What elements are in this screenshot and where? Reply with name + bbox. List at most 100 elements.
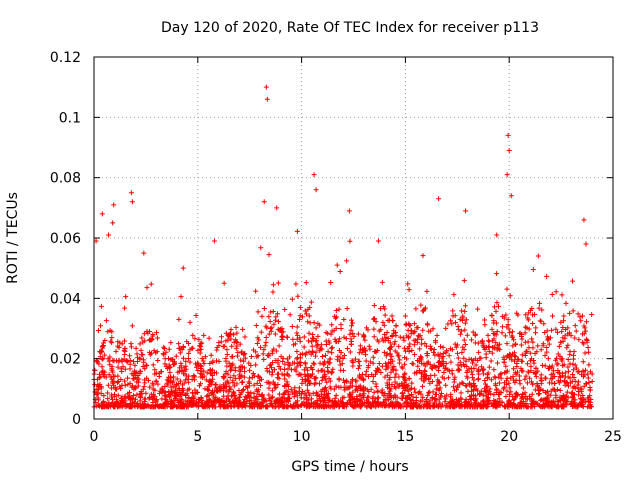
data-point [361, 377, 367, 383]
data-point [161, 344, 167, 350]
data-point [424, 288, 430, 294]
data-point [549, 327, 555, 333]
data-point [234, 339, 240, 345]
data-point [558, 378, 564, 384]
data-point [183, 392, 189, 398]
data-point [565, 325, 571, 331]
data-point [224, 403, 230, 409]
data-point [321, 362, 327, 368]
data-point [205, 393, 211, 399]
data-point [325, 395, 331, 401]
data-point [543, 396, 549, 402]
data-point [571, 349, 577, 355]
data-point [233, 396, 239, 402]
data-point [333, 392, 339, 398]
data-point [293, 399, 299, 405]
data-point [529, 336, 535, 342]
data-point [130, 376, 136, 382]
data-point [486, 364, 492, 370]
data-point [506, 397, 512, 403]
data-point [404, 394, 410, 400]
data-point [348, 341, 354, 347]
data-point [373, 404, 379, 410]
data-point [204, 393, 210, 399]
data-point [220, 382, 226, 388]
data-point [230, 361, 236, 367]
data-point [410, 394, 416, 400]
data-point [225, 380, 231, 386]
data-point [286, 392, 292, 398]
data-point [95, 402, 101, 408]
data-point [558, 339, 564, 345]
data-point [304, 387, 310, 393]
data-point [390, 402, 396, 408]
data-point [261, 395, 267, 401]
data-point [282, 307, 288, 313]
data-point [154, 330, 160, 336]
data-point [587, 385, 593, 391]
data-point [231, 390, 237, 396]
data-point [328, 345, 334, 351]
data-point [522, 330, 528, 336]
data-point [367, 346, 373, 352]
data-point [297, 317, 303, 323]
data-point [499, 324, 505, 330]
data-point [463, 358, 469, 364]
data-point [431, 402, 437, 408]
data-point [427, 380, 433, 386]
data-point [115, 339, 121, 345]
data-point [405, 281, 411, 287]
data-point [488, 358, 494, 364]
data-point [443, 361, 449, 367]
data-point [141, 331, 147, 337]
data-point [295, 293, 301, 299]
data-point [548, 388, 554, 394]
data-point [406, 349, 412, 355]
data-point [143, 362, 149, 368]
data-point [173, 353, 179, 359]
data-point [537, 318, 543, 324]
data-point [238, 357, 244, 363]
data-point [440, 344, 446, 350]
data-point [412, 328, 418, 334]
data-point [299, 391, 305, 397]
data-point [514, 310, 520, 316]
data-point [473, 362, 479, 368]
data-point [443, 325, 449, 331]
data-point [338, 322, 344, 328]
data-point [589, 378, 595, 384]
data-point [408, 391, 414, 397]
data-point [476, 392, 482, 398]
data-point [475, 340, 481, 346]
data-point [480, 392, 486, 398]
data-point [168, 391, 174, 397]
data-point [444, 392, 450, 398]
data-point [384, 403, 390, 409]
data-point [466, 356, 472, 362]
data-point [553, 395, 559, 401]
data-point [420, 394, 426, 400]
data-point [261, 357, 267, 363]
data-point [488, 377, 494, 383]
data-point [296, 385, 302, 391]
data-point [268, 328, 274, 334]
data-point [533, 325, 539, 331]
data-point [111, 202, 117, 208]
data-point [314, 393, 320, 399]
data-point [254, 387, 260, 393]
data-point [364, 397, 370, 403]
data-point [140, 352, 146, 358]
data-point [464, 373, 470, 379]
data-point [203, 377, 209, 383]
data-point [196, 400, 202, 406]
data-point [288, 367, 294, 373]
data-point [291, 360, 297, 366]
data-point [147, 384, 153, 390]
data-point [269, 365, 275, 371]
data-point [471, 365, 477, 371]
data-point [502, 404, 508, 410]
data-point [508, 389, 514, 395]
data-point [581, 331, 587, 337]
data-point [407, 341, 413, 347]
data-point [565, 364, 571, 370]
